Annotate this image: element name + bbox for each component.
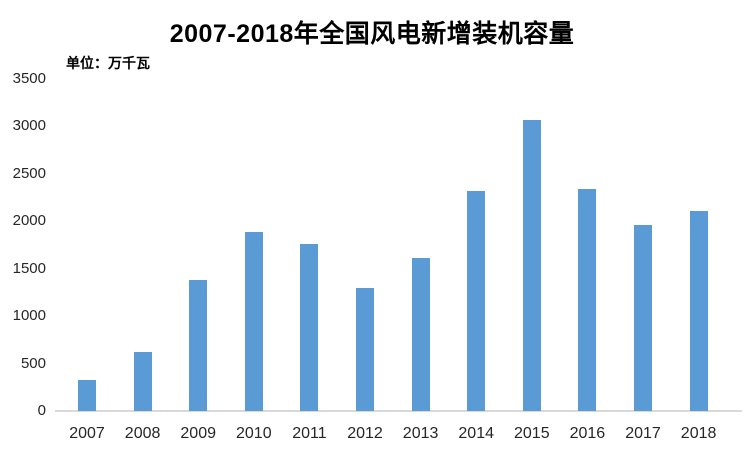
x-axis-tick-label: 2011 — [292, 425, 327, 442]
bar-2008 — [133, 352, 152, 411]
x-axis-tick-label: 2016 — [569, 425, 606, 442]
y-axis-tick-label: 0 — [37, 402, 46, 419]
bar-2012 — [356, 288, 374, 411]
unit-label: 单位：万千瓦 — [66, 55, 150, 71]
y-axis-tick-label: 1000 — [12, 307, 46, 325]
y-axis-tick-label: 500 — [20, 354, 46, 372]
y-axis-tick-label: 1500 — [12, 259, 46, 277]
bar-2017 — [634, 224, 652, 411]
y-axis-tick-label: 3000 — [12, 117, 46, 135]
y-axis-tick-label: 2500 — [12, 164, 46, 182]
bar-2010 — [244, 231, 263, 411]
y-axis-tick-label: 3500 — [12, 70, 46, 87]
x-axis-line — [55, 410, 742, 412]
bar-2016 — [578, 189, 597, 411]
x-axis-tick-label: 2007 — [69, 425, 105, 442]
x-axis-tick-label: 2013 — [402, 425, 439, 442]
x-axis-tick-label: 2012 — [347, 425, 383, 442]
x-axis-tick-label: 2010 — [236, 425, 272, 442]
chart-title: 2007-2018年全国风电新增装机容量 — [169, 20, 575, 48]
bar-2013 — [411, 258, 430, 411]
bar-2011 — [300, 243, 319, 411]
y-axis-tick-label: 2000 — [12, 212, 46, 230]
x-axis-tick-label: 2017 — [625, 425, 661, 442]
x-axis-tick-label: 2008 — [124, 425, 161, 442]
x-axis-tick-label: 2009 — [180, 425, 216, 442]
bar-2015 — [522, 119, 541, 411]
x-axis-tick-label: 2015 — [514, 425, 550, 442]
bar-2009 — [189, 279, 208, 411]
bar-2007 — [78, 379, 96, 411]
x-axis-tick-label: 2014 — [458, 425, 494, 442]
bar-2018 — [689, 210, 708, 411]
x-axis-tick-label: 2018 — [680, 425, 717, 442]
bar-2014 — [467, 190, 486, 411]
